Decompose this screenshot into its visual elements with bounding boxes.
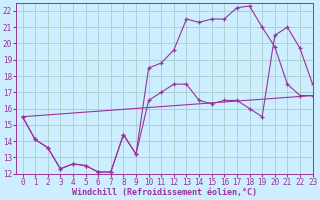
X-axis label: Windchill (Refroidissement éolien,°C): Windchill (Refroidissement éolien,°C): [72, 188, 257, 197]
